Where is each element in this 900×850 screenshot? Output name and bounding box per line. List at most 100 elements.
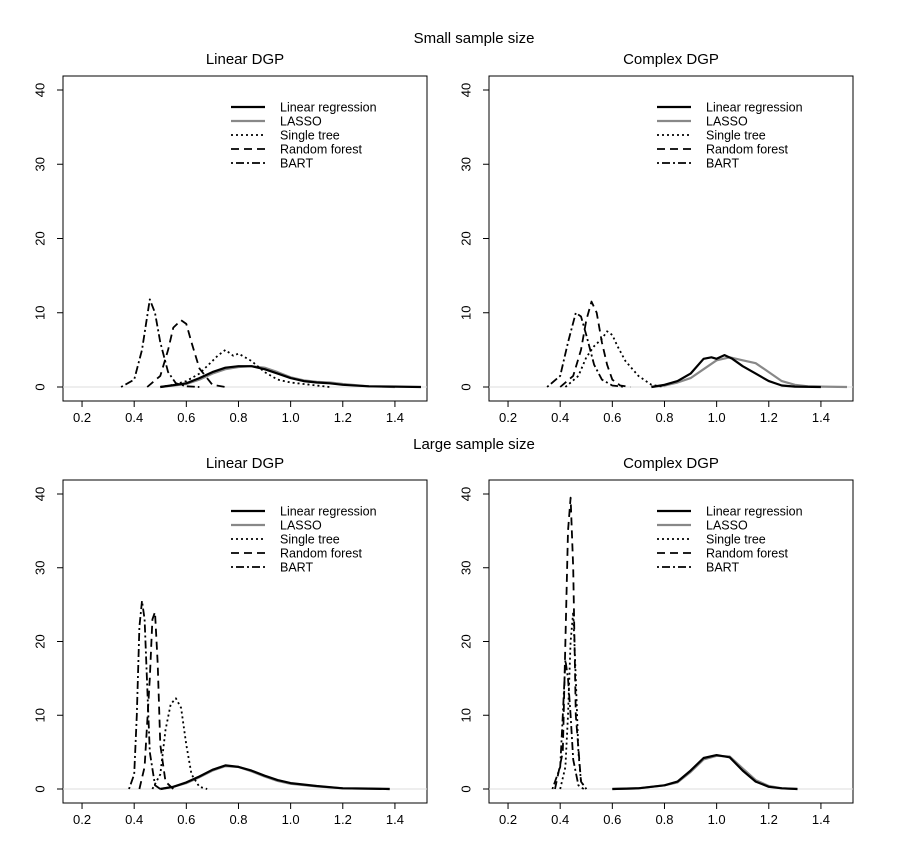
y-tick-label: 0: [458, 785, 473, 792]
legend-label: Random forest: [280, 143, 363, 157]
y-tick-label: 0: [32, 785, 47, 792]
y-tick-label: 40: [32, 83, 47, 97]
y-tick-label: 10: [458, 708, 473, 722]
plot-frame: [62, 75, 428, 402]
legend-label: LASSO: [280, 115, 322, 129]
legend-label: Linear regression: [280, 101, 377, 115]
series-line-random-forest: [554, 496, 588, 790]
panel-title: Linear DGP: [206, 51, 284, 68]
series-line-linear-regression: [612, 753, 798, 791]
y-tick-label: 30: [458, 561, 473, 575]
panel-title: Complex DGP: [623, 455, 719, 472]
x-tick-label: 0.8: [655, 410, 673, 425]
x-tick-label: 0.8: [655, 812, 673, 827]
series-group: [551, 496, 798, 791]
legend-label: BART: [706, 561, 739, 575]
legend-label: Single tree: [706, 533, 766, 547]
x-tick-label: 1.0: [282, 410, 300, 425]
series-line-random-forest: [146, 319, 226, 388]
series-line-lasso: [651, 356, 848, 389]
x-tick-label: 0.4: [125, 812, 143, 827]
y-tick-label: 20: [458, 231, 473, 245]
x-tick-label: 1.2: [760, 410, 778, 425]
legend-label: Linear regression: [280, 505, 377, 519]
series-group: [546, 300, 848, 389]
legend-label: Linear regression: [706, 101, 803, 115]
x-tick-label: 0.2: [499, 410, 517, 425]
panel-1: Linear DGP 0.2 0.4 0.6 0.8 1.0 1.2 1.4 0 10 20 30 40…: [32, 51, 428, 425]
row-title-large: Large sample size: [413, 436, 535, 453]
series-line-linear-regression: [651, 354, 821, 389]
legend-label: LASSO: [280, 519, 322, 533]
x-tick-label: 1.4: [386, 812, 404, 827]
series-line-linear-regression: [160, 764, 390, 791]
plot-frame: [488, 75, 854, 402]
x-tick-label: 0.8: [229, 410, 247, 425]
legend-label: BART: [280, 157, 313, 171]
plot-frame: [488, 479, 854, 804]
legend-label: BART: [280, 561, 313, 575]
legend-label: Random forest: [280, 547, 363, 561]
legend-label: Single tree: [280, 533, 340, 547]
y-tick-label: 40: [458, 83, 473, 97]
y-tick-label: 10: [32, 306, 47, 320]
legend-label: LASSO: [706, 519, 748, 533]
x-tick-label: 1.2: [334, 812, 352, 827]
x-tick-label: 0.2: [73, 410, 91, 425]
series-line-single-tree: [564, 330, 665, 388]
x-tick-label: 1.4: [812, 410, 830, 425]
panels-group: Linear DGP 0.2 0.4 0.6 0.8 1.0 1.2 1.4 0 10 20 30 40…: [32, 51, 854, 827]
series-line-bart: [546, 311, 626, 388]
x-tick-label: 0.6: [177, 410, 195, 425]
x-tick-label: 0.2: [73, 812, 91, 827]
series-group: [120, 298, 422, 389]
x-tick-label: 0.4: [551, 812, 569, 827]
legend-label: Random forest: [706, 143, 789, 157]
panel-title: Complex DGP: [623, 51, 719, 68]
series-line-lasso: [612, 754, 798, 791]
legend-label: Single tree: [280, 129, 340, 143]
y-tick-label: 40: [458, 487, 473, 501]
x-tick-label: 0.2: [499, 812, 517, 827]
x-tick-label: 1.0: [282, 812, 300, 827]
x-tick-label: 1.0: [708, 812, 726, 827]
x-tick-label: 0.8: [229, 812, 247, 827]
x-tick-label: 1.2: [760, 812, 778, 827]
x-tick-label: 1.4: [386, 410, 404, 425]
x-tick-label: 0.6: [603, 410, 621, 425]
series-line-random-forest: [138, 611, 174, 790]
x-tick-label: 0.6: [603, 812, 621, 827]
y-tick-label: 20: [32, 231, 47, 245]
y-tick-label: 30: [458, 157, 473, 171]
series-line-random-forest: [559, 300, 631, 388]
y-tick-label: 10: [32, 708, 47, 722]
y-tick-label: 20: [32, 634, 47, 648]
plot-frame: [62, 479, 428, 804]
legend-label: Linear regression: [706, 505, 803, 519]
y-tick-label: 10: [458, 306, 473, 320]
panel-title: Linear DGP: [206, 455, 284, 472]
series-line-linear-regression: [160, 365, 422, 389]
series-line-bart: [551, 659, 585, 790]
y-tick-label: 20: [458, 634, 473, 648]
legend-label: BART: [706, 157, 739, 171]
row-title-small: Small sample size: [414, 30, 535, 47]
series-line-single-tree: [151, 697, 208, 790]
panel-3: Linear DGP 0.2 0.4 0.6 0.8 1.0 1.2 1.4 0 10 20 30 40…: [32, 455, 428, 827]
x-tick-label: 0.4: [551, 410, 569, 425]
series-line-bart: [128, 600, 161, 790]
y-tick-label: 30: [32, 157, 47, 171]
x-tick-label: 1.0: [708, 410, 726, 425]
y-tick-label: 0: [458, 383, 473, 390]
legend-label: LASSO: [706, 115, 748, 129]
panel-4: Complex DGP 0.2 0.4 0.6 0.8 1.0 1.2 1.4 0 10 20 30 4…: [458, 455, 854, 827]
y-tick-label: 0: [32, 383, 47, 390]
panel-2: Complex DGP 0.2 0.4 0.6 0.8 1.0 1.2 1.4 0 10 20 30 4…: [458, 51, 854, 425]
x-tick-label: 1.4: [812, 812, 830, 827]
x-tick-label: 1.2: [334, 410, 352, 425]
